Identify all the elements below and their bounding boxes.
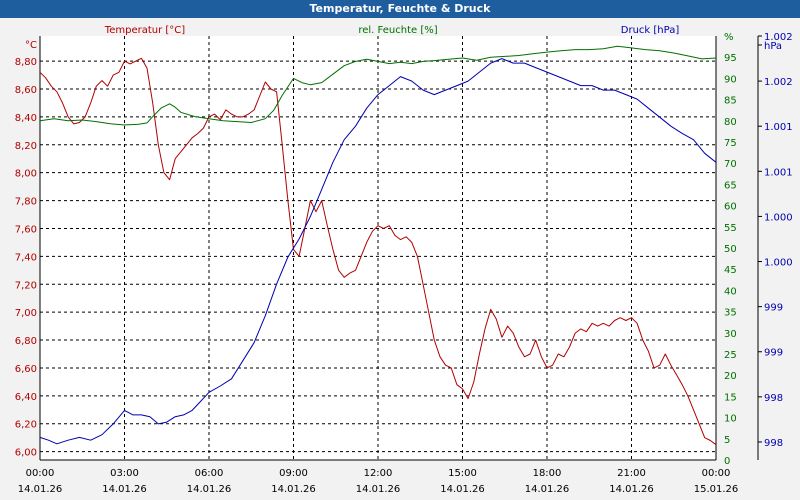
y-tick-temperature: 7,40 xyxy=(15,252,37,263)
axes xyxy=(39,35,762,461)
series-line-pressure xyxy=(39,58,717,445)
x-tick-time: 09:00 xyxy=(279,468,308,479)
x-tick-date: 14.01.26 xyxy=(187,484,232,495)
y-tick-humidity: 85 xyxy=(724,96,737,107)
x-tick-date: 14.01.26 xyxy=(609,484,654,495)
y-tick-humidity: 80 xyxy=(724,117,737,128)
x-tick-date: 14.01.26 xyxy=(102,484,147,495)
y-tick-pressure: 999 xyxy=(764,303,783,314)
y-tick-temperature: 7,60 xyxy=(15,224,37,235)
y-tick-humidity: 35 xyxy=(724,308,737,319)
y-tick-temperature: 6,40 xyxy=(15,392,37,403)
y-tick-temperature: 6,20 xyxy=(15,420,37,431)
legend-temperature: Temperatur [°C] xyxy=(104,25,185,36)
y-tick-humidity: 0 xyxy=(724,456,730,467)
y-tick-humidity: % xyxy=(724,32,734,43)
x-tick-time: 00:00 xyxy=(702,468,731,479)
chart-title: Temperatur, Feuchte & Druck xyxy=(0,0,800,18)
x-tick-date: 14.01.26 xyxy=(356,484,401,495)
x-tick-time: 12:00 xyxy=(364,468,393,479)
y-tick-pressure: 998 xyxy=(764,438,783,449)
x-tick-date: 14.01.26 xyxy=(440,484,485,495)
y-tick-pressure: hPa xyxy=(764,41,782,52)
y-tick-temperature: 6,80 xyxy=(15,336,37,347)
y-tick-humidity: 70 xyxy=(724,159,737,170)
x-tick-time: 03:00 xyxy=(110,468,139,479)
y-tick-humidity: 95 xyxy=(724,53,737,64)
y-tick-humidity: 10 xyxy=(724,414,737,425)
y-tick-humidity: 20 xyxy=(724,371,737,382)
y-tick-humidity: 90 xyxy=(724,74,737,85)
y-tick-pressure: 1.000 xyxy=(764,258,793,269)
x-tick-time: 00:00 xyxy=(26,468,55,479)
x-tick-date: 15.01.26 xyxy=(694,484,739,495)
y-tick-humidity: 75 xyxy=(724,138,737,149)
legend-humidity: rel. Feuchte [%] xyxy=(358,25,437,36)
y-tick-pressure: 1.002 xyxy=(764,32,793,43)
y-unit-temperature: °C xyxy=(25,40,37,51)
y-tick-temperature: 8,80 xyxy=(15,57,37,68)
y-tick-pressure: 1.002 xyxy=(764,77,793,88)
y-tick-pressure: 999 xyxy=(764,348,783,359)
y-tick-temperature: 8,20 xyxy=(15,141,37,152)
y-tick-pressure: 1.001 xyxy=(764,167,793,178)
y-tick-humidity: 5 xyxy=(724,435,730,446)
y-tick-temperature: 7,00 xyxy=(15,308,37,319)
y-tick-humidity: 65 xyxy=(724,180,737,191)
y-tick-temperature: 6,60 xyxy=(15,364,37,375)
y-tick-humidity: 25 xyxy=(724,350,737,361)
series-line-humidity xyxy=(39,45,717,126)
x-tick-time: 18:00 xyxy=(533,468,562,479)
y-tick-pressure: 1.001 xyxy=(764,122,793,133)
y-tick-humidity: 50 xyxy=(724,244,737,255)
series-line-temperature xyxy=(39,57,717,446)
y-tick-temperature: 8,40 xyxy=(15,113,37,124)
x-tick-date: 14.01.26 xyxy=(18,484,63,495)
y-tick-pressure: 1.000 xyxy=(764,212,793,223)
y-tick-humidity: 30 xyxy=(724,329,737,340)
y-tick-temperature: 8,00 xyxy=(15,169,37,180)
y-tick-temperature: 7,20 xyxy=(15,280,37,291)
y-tick-temperature: 8,60 xyxy=(15,85,37,96)
axis-labels: 00:00 14.01.26 03:00 14.01.26 06:00 14.01.26 0… xyxy=(15,25,793,495)
x-tick-time: 15:00 xyxy=(448,468,477,479)
series-lines xyxy=(39,45,717,446)
y-tick-humidity: 45 xyxy=(724,265,737,276)
x-tick-time: 06:00 xyxy=(195,468,224,479)
y-tick-humidity: 60 xyxy=(724,202,737,213)
x-tick-date: 14.01.26 xyxy=(525,484,570,495)
x-tick-time: 21:00 xyxy=(617,468,646,479)
y-tick-humidity: 15 xyxy=(724,392,737,403)
y-tick-temperature: 6,00 xyxy=(15,448,37,459)
y-tick-temperature: 7,80 xyxy=(15,197,37,208)
x-tick-date: 14.01.26 xyxy=(271,484,316,495)
y-tick-humidity: 40 xyxy=(724,286,737,297)
y-tick-humidity: 55 xyxy=(724,223,737,234)
y-tick-pressure: 998 xyxy=(764,393,783,404)
legend-pressure: Druck [hPa] xyxy=(621,25,680,36)
